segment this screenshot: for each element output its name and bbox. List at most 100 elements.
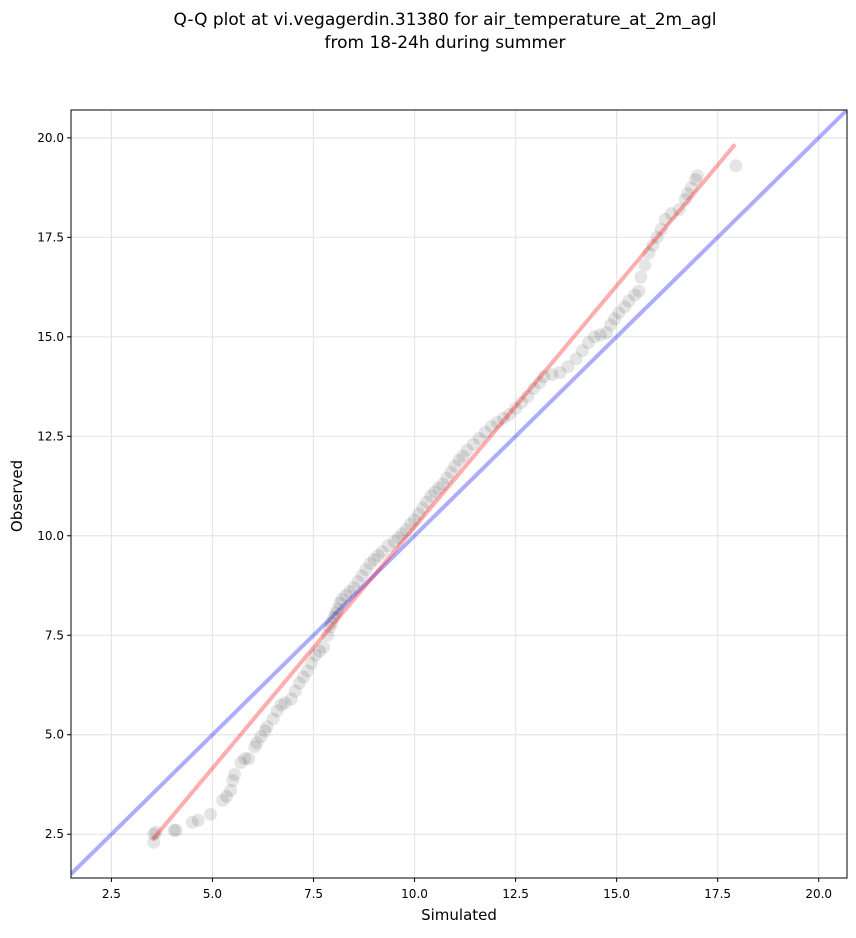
- reference-line: [71, 110, 847, 876]
- data-point: [220, 789, 234, 803]
- x-tick-label: 12.5: [502, 887, 529, 901]
- data-point: [363, 557, 377, 571]
- data-point: [587, 330, 601, 344]
- data-point: [490, 415, 504, 429]
- fit-line-layer: [151, 142, 737, 842]
- data-point: [658, 212, 672, 226]
- y-tick-label: 10.0: [37, 529, 64, 543]
- data-point: [604, 318, 618, 332]
- data-point: [284, 692, 298, 706]
- data-point: [242, 752, 256, 766]
- data-point: [632, 284, 646, 298]
- data-point: [428, 485, 442, 499]
- data-point: [395, 527, 409, 541]
- data-point: [456, 449, 470, 463]
- data-point: [274, 698, 288, 712]
- data-point: [618, 300, 632, 314]
- data-point: [185, 815, 199, 829]
- x-tick-label: 20.0: [805, 887, 832, 901]
- data-point: [248, 740, 262, 754]
- data-point: [729, 159, 743, 173]
- data-point: [313, 644, 327, 658]
- data-point: [537, 370, 551, 384]
- x-axis-label: Simulated: [421, 906, 497, 924]
- x-axis-ticks: 2.5 5.0 7.5 10.0 12.5 15.0 17.5 20.0: [102, 878, 832, 901]
- chart-title-line-1: Q-Q plot at vi.vegagerdin.31380 for air_…: [173, 10, 716, 30]
- data-point: [147, 835, 161, 849]
- data-point: [678, 193, 692, 207]
- x-tick-label: 15.0: [603, 887, 630, 901]
- data-point: [391, 531, 405, 545]
- data-point: [569, 352, 583, 366]
- data-point: [167, 823, 181, 837]
- data-point: [515, 395, 529, 409]
- data-point: [387, 535, 401, 549]
- data-point: [680, 187, 694, 201]
- data-point: [304, 656, 318, 670]
- data-point: [634, 270, 648, 284]
- data-point: [203, 807, 217, 821]
- data-point: [654, 222, 668, 236]
- data-point: [533, 376, 547, 390]
- data-point: [503, 407, 517, 421]
- data-point: [444, 465, 458, 479]
- data-point: [472, 431, 486, 445]
- data-point: [234, 756, 248, 770]
- data-point: [278, 696, 292, 710]
- data-point: [238, 752, 252, 766]
- data-point: [355, 569, 369, 583]
- data-point: [593, 328, 607, 342]
- data-point: [325, 616, 339, 630]
- data-point: [331, 602, 345, 616]
- data-point: [612, 306, 626, 320]
- data-point: [216, 793, 230, 807]
- data-point: [521, 390, 535, 404]
- data-point: [545, 368, 559, 382]
- data-point: [452, 453, 466, 467]
- data-point: [432, 481, 446, 495]
- data-point: [608, 312, 622, 326]
- data-point: [408, 513, 422, 527]
- data-point: [416, 501, 430, 515]
- data-point: [343, 584, 357, 598]
- data-point: [250, 736, 264, 750]
- y-tick-label: 20.0: [37, 131, 64, 145]
- data-point: [260, 720, 274, 734]
- data-point: [600, 326, 614, 340]
- y-tick-label: 7.5: [45, 628, 64, 642]
- data-point: [466, 437, 480, 451]
- y-tick-label: 5.0: [45, 728, 64, 742]
- data-point: [638, 258, 652, 272]
- data-point: [646, 238, 660, 252]
- data-point: [228, 768, 242, 782]
- data-point: [496, 411, 510, 425]
- data-point: [381, 539, 395, 553]
- data-point: [371, 549, 385, 563]
- points-layer: [147, 159, 743, 849]
- data-point: [642, 246, 656, 260]
- y-tick-label: 17.5: [37, 230, 64, 244]
- data-point: [688, 173, 702, 187]
- data-point: [317, 640, 331, 654]
- data-point: [327, 610, 341, 624]
- fit-line: [151, 142, 737, 842]
- data-point: [484, 419, 498, 433]
- data-point: [690, 169, 704, 183]
- reference-line-layer: [71, 110, 847, 876]
- data-point: [664, 206, 678, 220]
- chart-title-line-2: from 18-24h during summer: [325, 33, 566, 53]
- x-tick-label: 5.0: [203, 887, 222, 901]
- data-point: [309, 648, 323, 662]
- data-point: [359, 563, 373, 577]
- data-point: [375, 545, 389, 559]
- data-point: [553, 366, 567, 380]
- data-point: [561, 360, 575, 374]
- data-point: [478, 425, 492, 439]
- y-axis-ticks: 2.5 5.0 7.5 10.0 12.5 15.0 17.5 20.0: [37, 131, 71, 841]
- data-point: [323, 620, 337, 634]
- data-point: [575, 344, 589, 358]
- data-point: [436, 477, 450, 491]
- data-point: [169, 823, 183, 837]
